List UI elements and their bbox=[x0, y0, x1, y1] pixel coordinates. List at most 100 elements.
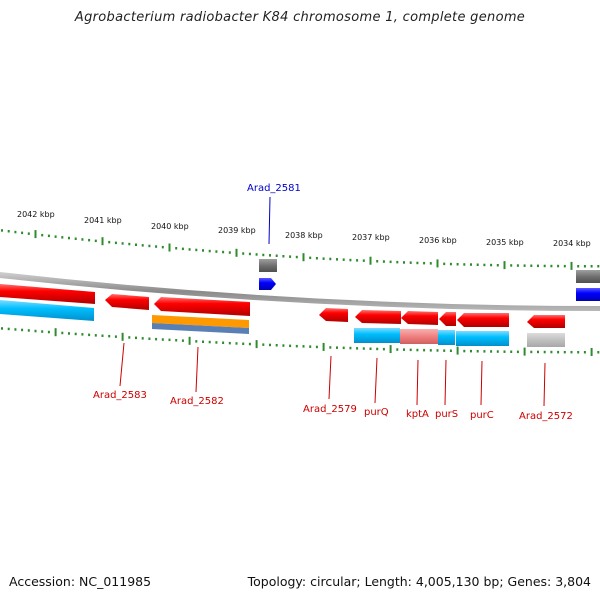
minor-tick bbox=[437, 349, 439, 352]
minor-tick bbox=[363, 259, 365, 262]
minor-tick bbox=[289, 345, 291, 348]
cds-arad-2572-bar[interactable] bbox=[527, 333, 565, 347]
minor-tick bbox=[343, 347, 345, 350]
gene-arad-2583-arrow[interactable] bbox=[105, 294, 149, 310]
minor-tick bbox=[14, 328, 16, 331]
gene-label-arad-2572[interactable]: Arad_2572 bbox=[519, 411, 573, 422]
kbp-label: 2038 kbp bbox=[285, 231, 323, 240]
minor-tick bbox=[135, 337, 137, 340]
kbp-label: 2034 kbp bbox=[553, 239, 591, 248]
minor-tick bbox=[309, 257, 311, 260]
gene-label-purq[interactable]: purQ bbox=[364, 407, 389, 418]
minor-tick bbox=[430, 349, 432, 352]
gene-right-edge-blue-box[interactable] bbox=[576, 288, 600, 301]
minor-tick bbox=[477, 264, 479, 267]
minor-tick bbox=[376, 348, 378, 351]
minor-tick bbox=[517, 351, 519, 354]
major-tick bbox=[55, 328, 57, 336]
minor-tick bbox=[349, 259, 351, 262]
major-tick bbox=[189, 337, 191, 345]
major-tick bbox=[35, 230, 37, 238]
kbp-label: 2036 kbp bbox=[419, 236, 457, 245]
minor-tick bbox=[269, 254, 271, 257]
gene-label-arad-2582[interactable]: Arad_2582 bbox=[170, 396, 224, 407]
minor-tick bbox=[450, 263, 452, 266]
minor-tick bbox=[148, 338, 150, 341]
major-tick bbox=[571, 262, 573, 270]
cds-purs-bar[interactable] bbox=[438, 330, 455, 345]
gene-label-arad-2581[interactable]: Arad_2581 bbox=[247, 183, 301, 194]
minor-tick bbox=[122, 242, 124, 245]
minor-tick bbox=[336, 346, 338, 349]
gene-left-edge-arrow[interactable] bbox=[0, 284, 95, 304]
minor-tick bbox=[48, 331, 50, 334]
minor-tick bbox=[115, 242, 117, 245]
gene-arad-2581-arrow[interactable] bbox=[259, 278, 276, 290]
minor-tick bbox=[524, 264, 526, 267]
minor-tick bbox=[175, 339, 177, 342]
cds-kpta-bar[interactable] bbox=[400, 329, 438, 344]
minor-tick bbox=[88, 239, 90, 242]
genome-summary-text: Topology: circular; Length: 4,005,130 bp… bbox=[248, 574, 591, 589]
gene-arad-2572-arrow[interactable] bbox=[527, 315, 565, 328]
minor-tick bbox=[88, 334, 90, 337]
minor-tick bbox=[396, 261, 398, 264]
minor-tick bbox=[490, 350, 492, 353]
minor-tick bbox=[41, 234, 43, 237]
gene-arad-2582-arrow[interactable] bbox=[154, 297, 250, 316]
minor-tick bbox=[222, 251, 224, 254]
minor-tick bbox=[236, 342, 238, 345]
minor-tick bbox=[504, 350, 506, 353]
gene-label-purc[interactable]: purC bbox=[470, 410, 494, 421]
minor-tick bbox=[383, 260, 385, 263]
major-tick bbox=[323, 343, 325, 351]
minor-tick bbox=[457, 263, 459, 266]
minor-tick bbox=[544, 351, 546, 354]
cds-purq-bar[interactable] bbox=[354, 328, 400, 343]
inner-tick-track bbox=[1, 327, 599, 356]
gene-arad-2581-pseudo-box[interactable] bbox=[259, 259, 277, 272]
major-tick bbox=[457, 347, 459, 355]
minor-tick bbox=[28, 329, 30, 332]
minor-tick bbox=[169, 339, 171, 342]
gene-purs-arrow[interactable] bbox=[439, 312, 456, 326]
gene-arad-2579-arrow[interactable] bbox=[319, 308, 348, 322]
gene-purc-arrow[interactable] bbox=[457, 313, 509, 327]
minor-tick bbox=[55, 235, 57, 238]
minor-tick bbox=[370, 348, 372, 351]
minor-tick bbox=[8, 230, 10, 233]
gene-purq-arrow[interactable] bbox=[355, 310, 401, 324]
minor-tick bbox=[410, 261, 412, 264]
minor-tick bbox=[390, 261, 392, 264]
minor-tick bbox=[323, 257, 325, 260]
minor-tick bbox=[142, 337, 144, 340]
kbp-label: 2039 kbp bbox=[218, 226, 256, 235]
minor-tick bbox=[289, 255, 291, 258]
gene-label-kpta[interactable]: kptA bbox=[406, 409, 429, 420]
accession-text: Accession: NC_011985 bbox=[9, 574, 151, 589]
major-tick bbox=[169, 244, 171, 252]
minor-tick bbox=[155, 245, 157, 248]
gene-kpta-arrow[interactable] bbox=[401, 311, 438, 325]
minor-tick bbox=[1, 327, 3, 330]
minor-tick bbox=[356, 259, 358, 262]
minor-tick bbox=[383, 348, 385, 351]
gene-label-purs[interactable]: purS bbox=[435, 409, 458, 420]
cds-left-edge-bar[interactable] bbox=[0, 300, 94, 321]
minor-tick bbox=[423, 262, 425, 265]
minor-tick bbox=[517, 264, 519, 267]
gene-right-edge-gray-box[interactable] bbox=[576, 270, 600, 283]
minor-tick bbox=[343, 258, 345, 261]
gene-label-arad-2579[interactable]: Arad_2579 bbox=[303, 404, 357, 415]
cds-purc-bar[interactable] bbox=[456, 331, 509, 346]
chromosome-backbone bbox=[0, 272, 600, 311]
minor-tick bbox=[229, 342, 231, 345]
minor-tick bbox=[81, 333, 83, 336]
gene-label-arad-2583[interactable]: Arad_2583 bbox=[93, 390, 147, 401]
minor-tick bbox=[329, 258, 331, 261]
minor-tick bbox=[115, 335, 117, 338]
minor-tick bbox=[102, 335, 104, 338]
minor-tick bbox=[175, 247, 177, 250]
minor-tick bbox=[21, 329, 23, 332]
major-tick bbox=[591, 348, 593, 356]
